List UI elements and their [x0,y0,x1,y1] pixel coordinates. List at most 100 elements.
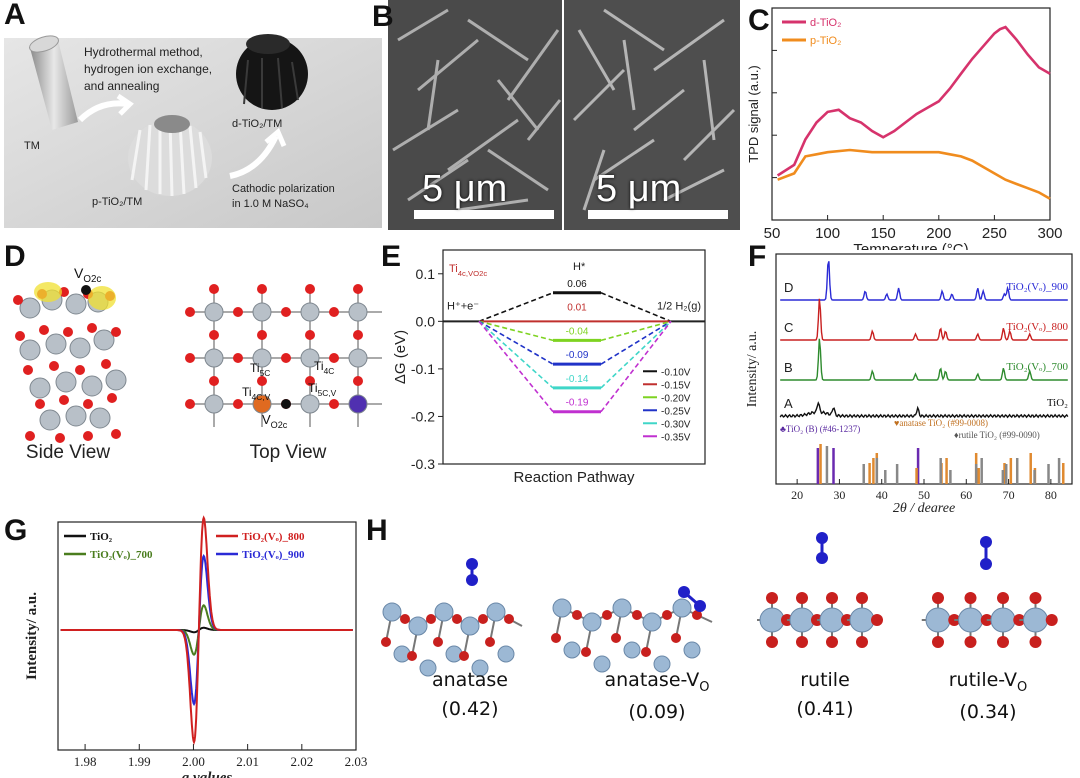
o-atom [766,592,778,604]
ti-atom [612,598,632,618]
o-atom [281,353,291,363]
h-atom [980,536,992,548]
free-energy-chart: -0.3 -0.2 -0.1 0.0 0.1 0.06 0.01 -0.04 -0.09 -0.1… [392,249,706,486]
arrow-icon-1 [77,93,134,123]
o-atom [63,327,73,337]
e-connector [478,320,554,413]
f-curve-name: TiO₂(Vₒ)_900 [1006,281,1068,293]
ti-atom [582,612,602,632]
h-atom [678,586,690,598]
o-atom [39,325,49,335]
ti-atom [552,598,572,618]
o-atom [611,633,621,643]
ti-atom [105,369,127,391]
h-value-rutile-vo: (0.34) [959,700,1017,723]
o-atom [572,610,582,620]
ti-atom [39,409,61,431]
ti-atom [497,645,515,663]
label-ti4c: Ti4C [314,359,334,376]
o-atom [452,614,462,624]
panel-label-e: E [381,240,402,273]
g-legend-label: TiO₂(Vₒ)_700 [90,549,153,561]
cathodic-line-2: in 1.0 M NaSO₄ [232,198,309,210]
o-atom [692,610,702,620]
label-ti4cv: Ti4C,V [242,385,271,402]
o-atom [997,636,1009,648]
o-atom [581,647,591,657]
o-atom [329,307,339,317]
ti-atom [653,655,671,673]
c-xtick-label: 50 [764,225,781,242]
h-atom [466,558,478,570]
o-atom [856,592,868,604]
e-legend-label: -0.25V [661,406,691,417]
adsorption-structures [381,532,1058,677]
ti-atom [252,302,272,322]
ti-atom [1023,607,1048,633]
c-ylabel: TPD signal (a.u.) [746,65,761,163]
o-atom [257,376,267,386]
e-connector [478,320,554,365]
panel-a-schematic [4,34,382,228]
ti-atom [683,641,701,659]
o-atom [35,399,45,409]
o-atom [766,636,778,648]
c-series-line-p-tio2 [777,148,1051,200]
sem-image-left: 5 μm [388,0,562,230]
o-atom [381,637,391,647]
ti-atom [382,602,402,622]
g-xlabel: g values [181,770,233,778]
g-xtick-label: 2.02 [290,754,313,769]
e-legend-label: -0.35V [661,432,691,443]
g-ylabel: Intensity/ a.u. [24,592,40,680]
e-level-label: 0.06 [567,279,587,290]
o-atom [281,307,291,317]
ti-atom [348,348,368,368]
e-connector [478,320,554,389]
h-name-rutile-vo: rutile-VO [948,669,1028,695]
panel-label-a: A [4,0,26,31]
e-level-label: -0.19 [566,398,589,409]
label-vo2c-side: VO2c [74,265,101,285]
g-xtick-label: 2.00 [182,754,205,769]
panel-h: H anatase (0.42) anatase-VO (0.09) rutil… [366,510,1080,778]
e-level-label: -0.09 [566,350,589,361]
o-atom [1029,592,1042,604]
e-ytick-label: 0.1 [416,266,436,282]
e-connector [600,320,672,413]
o-atom [233,353,243,363]
slab-structure [551,598,713,673]
o-atom [551,633,561,643]
o-atom [83,431,93,441]
o-atom [55,433,65,443]
e-ytick-label: -0.2 [411,408,435,424]
label-side-view: Side View [26,442,110,463]
f-curve-D [780,261,1068,301]
e-hplus-label: H⁺+e⁻ [447,300,479,312]
g-curve-2 [60,515,353,745]
o-atom [209,330,219,340]
c-series-line-d-tio2 [776,25,1051,177]
ti-atom [486,602,506,622]
ti-atom [759,607,785,633]
panel-label-h: H [366,514,388,547]
slab-structure [921,592,1058,648]
o-atom [964,592,977,604]
xrd-chart: 20 30 40 50 60 70 80 D TiO₂(Vₒ)_900 C TiO₂(Vₒ)_800… [745,253,1073,512]
structure-views: VO2c Side View Ti5C Ti4C Ti4C,V Ti5C,V VO2c Top… [13,265,382,463]
e-h-label: H* [573,261,586,273]
label-cathodic: Cathodic polarization in 1.0 M NaSO₄ [232,182,335,212]
o-atom [602,610,612,620]
o-atom [185,307,195,317]
o-atom [662,610,672,620]
o-atom [329,353,339,363]
sem-texture-right [564,0,740,230]
o-atom [353,284,363,294]
o-atom [856,636,868,648]
h-atom [466,574,478,586]
o-atom [23,365,33,375]
o-atom [796,592,808,604]
f-curve-name: TiO₂(Vₒ)_700 [1006,361,1068,373]
c-legend-label: p-TiO₂ [810,35,841,47]
scale-text-right: 5 μm [596,168,682,210]
